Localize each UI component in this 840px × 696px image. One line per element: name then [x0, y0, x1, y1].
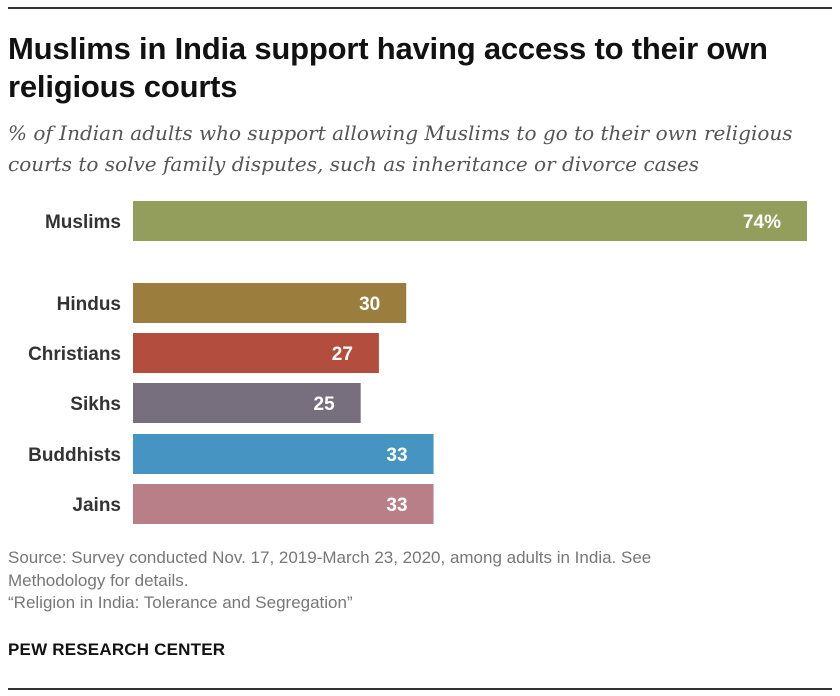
- value-label-christians: 27: [332, 344, 353, 365]
- category-label-hindus: Hindus: [57, 294, 121, 315]
- value-label-sikhs: 25: [314, 394, 336, 415]
- top-rule: [8, 7, 832, 9]
- value-label-hindus: 30: [359, 294, 380, 315]
- pew-credit: PEW RESEARCH CENTER: [8, 640, 226, 659]
- category-label-sikhs: Sikhs: [70, 394, 121, 415]
- bar-sikhs: [133, 383, 361, 423]
- category-label-buddhists: Buddhists: [28, 445, 121, 466]
- value-label-jains: 33: [386, 495, 407, 516]
- chart-subtitle: % of Indian adults who support allowing …: [8, 121, 793, 176]
- bar-christians: [133, 333, 379, 373]
- source-line-2: Methodology for details.: [8, 570, 189, 590]
- chart-title: Muslims in India support having access t…: [8, 31, 768, 104]
- bottom-rule: [8, 688, 832, 690]
- category-label-muslims: Muslims: [45, 212, 121, 233]
- category-label-jains: Jains: [72, 495, 121, 516]
- bar-muslims: [133, 201, 807, 241]
- bar-chart: Muslims 74% Hindus 30 Christians 27 Sikhs 25 Bud…: [28, 201, 807, 524]
- source-line-1: Source: Survey conducted Nov. 17, 2019-M…: [8, 548, 652, 567]
- source-line-3: “Religion in India: Tolerance and Segreg…: [8, 593, 353, 612]
- source-note: Source: Survey conducted Nov. 17, 2019-M…: [8, 547, 808, 615]
- category-label-christians: Christians: [28, 344, 121, 365]
- bar-buddhists: [133, 434, 434, 474]
- bar-jains: [133, 484, 434, 524]
- bar-hindus: [133, 283, 407, 323]
- value-label-buddhists: 33: [386, 445, 407, 466]
- value-label-muslims: 74%: [743, 212, 781, 233]
